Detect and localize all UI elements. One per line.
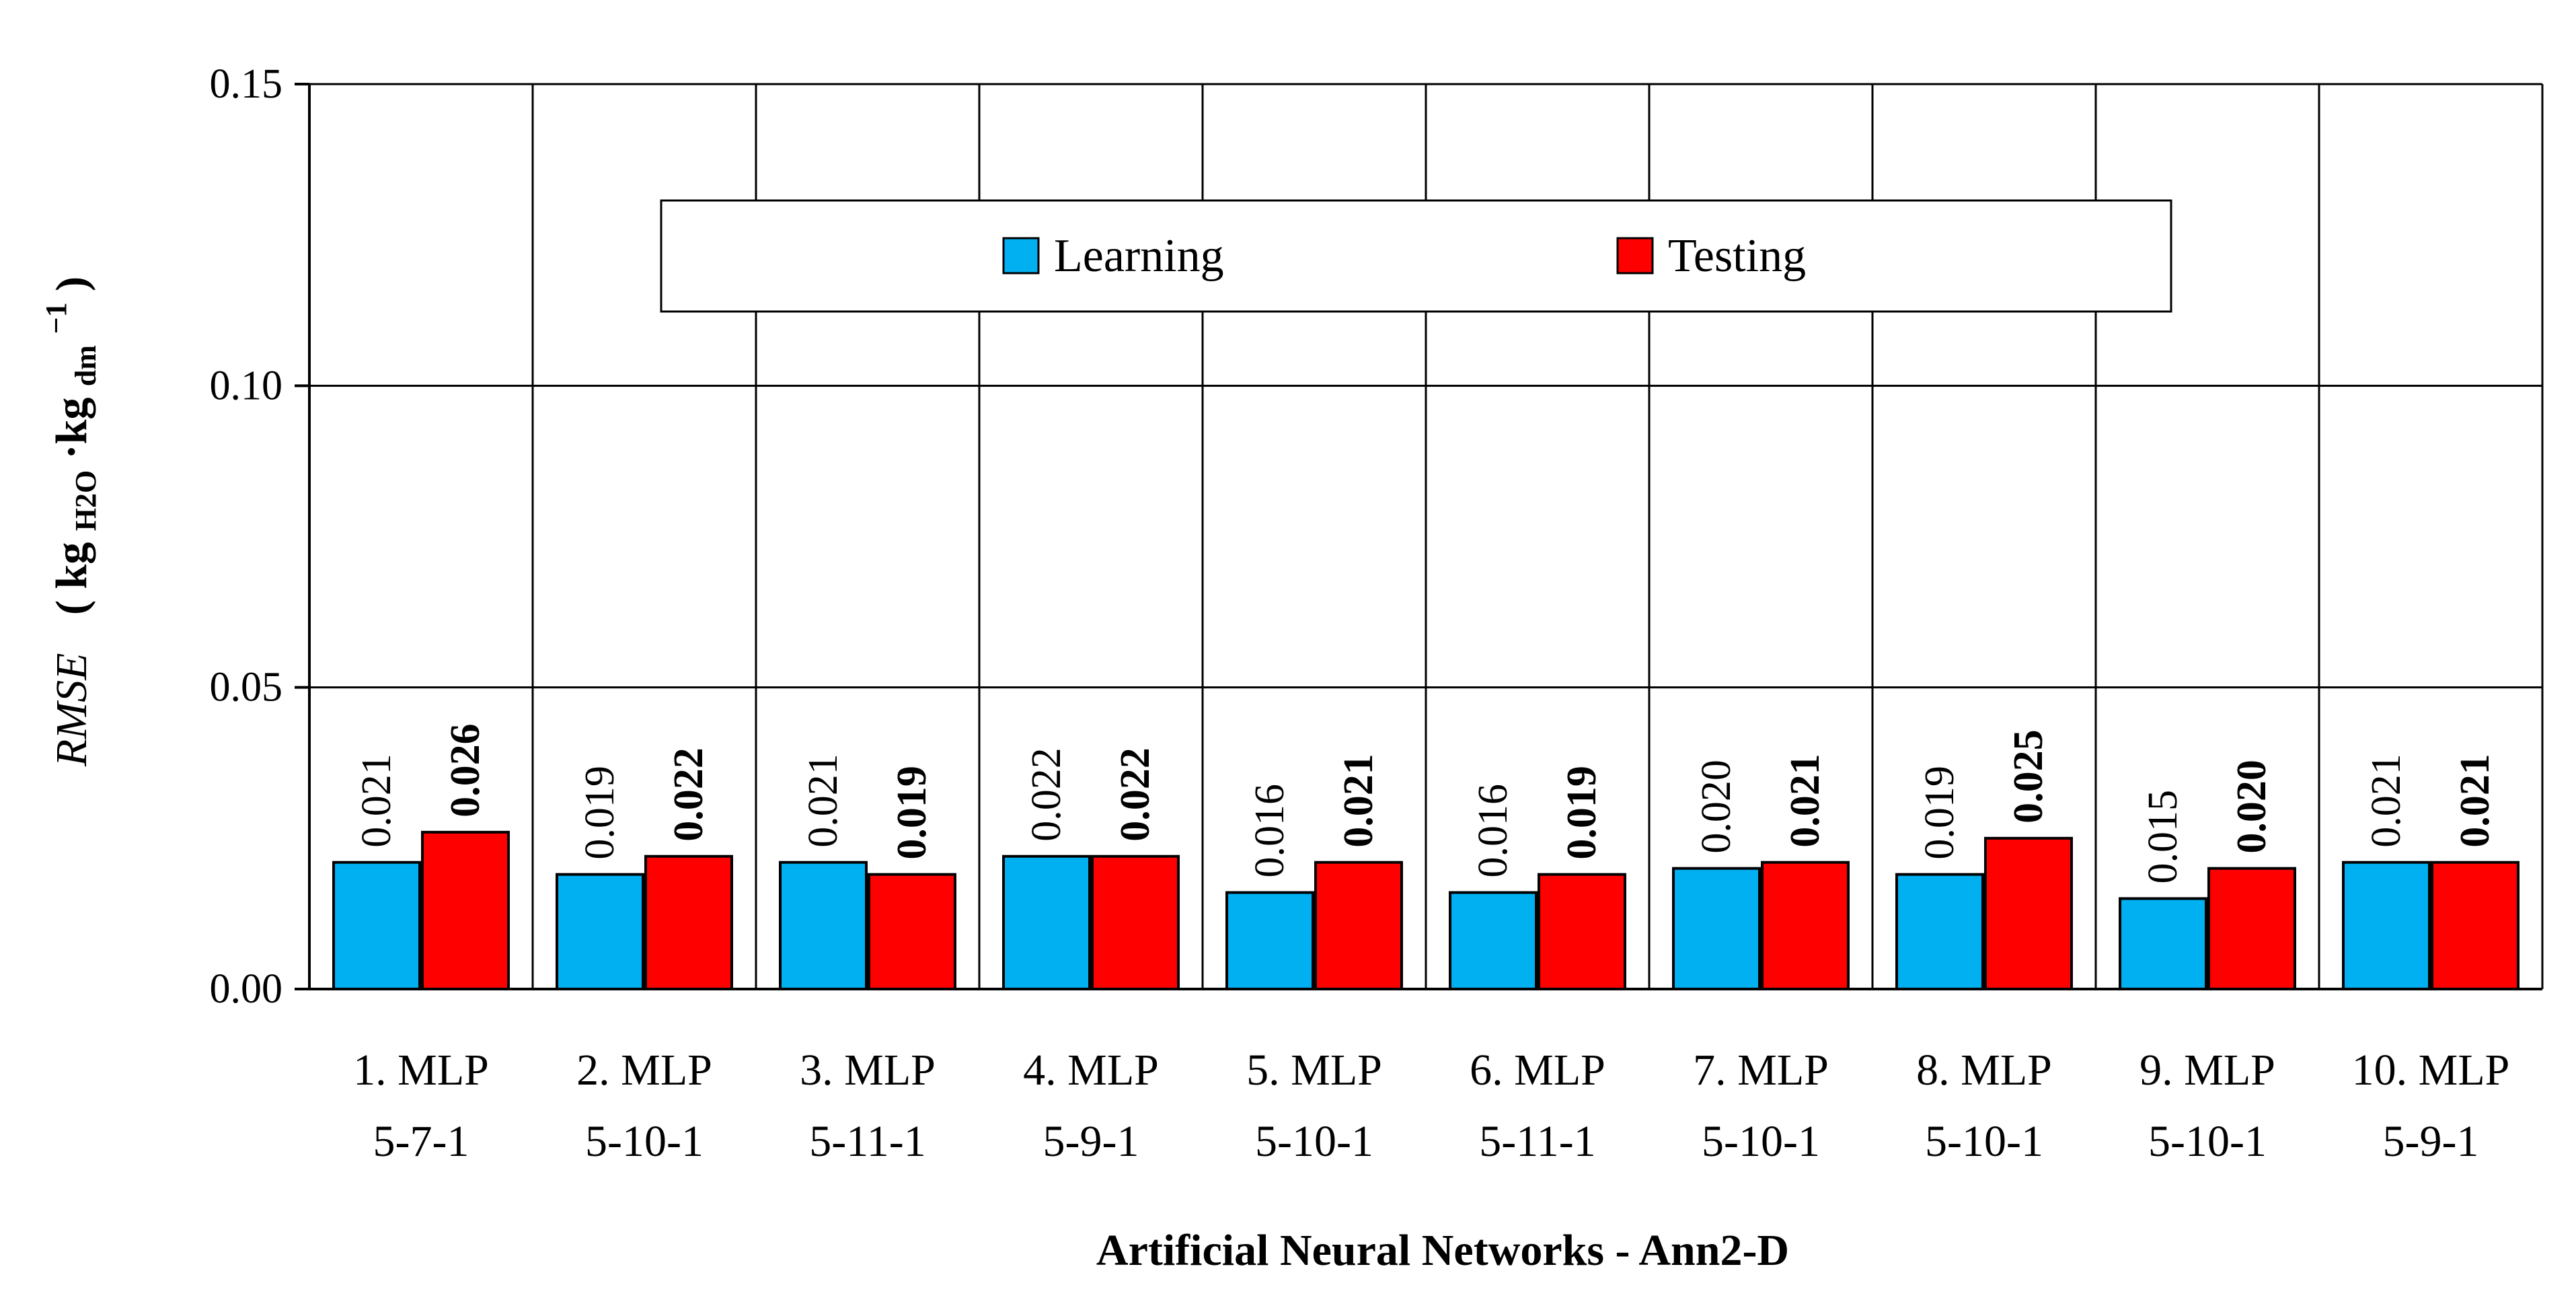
category-label-line1: 2. MLP — [576, 1046, 712, 1095]
data-label-testing: 0.021 — [1336, 754, 1381, 848]
bar-testing — [1314, 861, 1403, 990]
category-label-line2: 5-11-1 — [1479, 1117, 1596, 1166]
bar-testing — [2431, 861, 2520, 990]
x-axis-title: Artificial Neural Networks - Ann2-D — [1096, 1226, 1789, 1275]
data-label-testing: 0.019 — [889, 766, 935, 860]
data-label-learning: 0.016 — [1470, 784, 1516, 878]
legend-label-learning: Learning — [1054, 230, 1224, 282]
data-label-learning: 0.020 — [1694, 760, 1739, 854]
bar-testing — [1761, 861, 1850, 990]
y-tick-labels: 0.00 0.05 0.10 0.15 — [210, 61, 283, 1012]
category-label-line1: 6. MLP — [1470, 1046, 1605, 1095]
bar-testing — [2207, 867, 2296, 990]
bars — [332, 830, 2520, 991]
category-label-line1: 1. MLP — [353, 1046, 489, 1095]
bar-learning — [1002, 854, 1091, 990]
legend-swatch-testing — [1616, 237, 1654, 275]
category-label-line2: 5-10-1 — [1255, 1117, 1373, 1166]
category-label-line1: 10. MLP — [2352, 1046, 2510, 1095]
y-tick-label: 0.10 — [210, 363, 283, 408]
category-label-line2: 5-7-1 — [373, 1117, 469, 1166]
y-axis-title: RMSE ( kg H2O ·kg dm −1 ) — [27, 277, 106, 767]
category-labels: 1. MLP 5-7-1 2. MLP 5-10-1 3. MLP 5-11-1 4. ML… — [353, 1046, 2509, 1166]
data-label-learning: 0.021 — [800, 754, 846, 848]
category-label-line1: 7. MLP — [1693, 1046, 1829, 1095]
legend-label-testing: Testing — [1668, 230, 1806, 282]
y-tick-label: 0.05 — [210, 665, 283, 710]
bar-testing — [644, 854, 733, 990]
data-label-testing: 0.022 — [1112, 748, 1158, 842]
bar-learning — [779, 861, 868, 990]
data-label-learning: 0.019 — [577, 766, 623, 860]
data-label-testing: 0.021 — [2452, 754, 2498, 848]
bar-testing — [868, 873, 956, 990]
bar-learning — [1672, 867, 1761, 990]
bar-learning — [332, 861, 421, 990]
category-label-line2: 5-9-1 — [1043, 1117, 1139, 1166]
bar-learning — [2119, 897, 2207, 990]
category-label-line1: 5. MLP — [1246, 1046, 1382, 1095]
y-tick-label: 0.00 — [210, 966, 283, 1012]
bar-learning — [556, 873, 644, 990]
data-label-testing: 0.019 — [1559, 766, 1605, 860]
legend-box — [660, 199, 2172, 313]
bar-learning — [1449, 891, 1538, 990]
category-label-line1: 8. MLP — [1916, 1046, 2052, 1095]
data-label-learning: 0.016 — [1247, 784, 1293, 878]
bar-learning — [1225, 891, 1314, 990]
data-label-learning: 0.021 — [354, 754, 400, 848]
data-label-learning: 0.021 — [2363, 754, 2409, 848]
data-labels: 0.021 0.019 0.021 0.022 0.016 0.016 0.020 0.019… — [354, 723, 2498, 883]
category-label-line1: 4. MLP — [1023, 1046, 1159, 1095]
bar-testing — [421, 830, 510, 991]
data-label-testing: 0.025 — [2006, 729, 2051, 824]
category-label-line2: 5-11-1 — [809, 1117, 926, 1166]
data-label-testing: 0.026 — [443, 723, 488, 817]
category-label-line2: 5-10-1 — [1925, 1117, 2043, 1166]
bar-testing — [1984, 836, 2073, 991]
data-label-learning: 0.019 — [1917, 766, 1963, 860]
category-label-line2: 5-10-1 — [1702, 1117, 1820, 1166]
data-label-learning: 0.015 — [2140, 790, 2186, 884]
legend: Learning Testing — [660, 199, 2172, 313]
legend-swatch-learning — [1002, 237, 1040, 275]
y-tick-label: 0.15 — [210, 61, 283, 107]
category-label-line1: 3. MLP — [800, 1046, 936, 1095]
category-label-line2: 5-9-1 — [2383, 1117, 2479, 1166]
svg-text:RMSE ( kg H2O: RMSE ( kg H2O ·kg dm −1 ) — [27, 277, 106, 767]
data-label-testing: 0.021 — [1782, 754, 1828, 848]
bar-testing — [1091, 854, 1180, 990]
data-label-testing: 0.020 — [2229, 760, 2275, 854]
bar-learning — [1895, 873, 1984, 990]
data-label-learning: 0.022 — [1024, 748, 1069, 842]
bar-testing — [1538, 873, 1626, 990]
category-label-line2: 5-10-1 — [2148, 1117, 2267, 1166]
category-label-line1: 9. MLP — [2139, 1046, 2275, 1095]
category-label-line2: 5-10-1 — [585, 1117, 704, 1166]
data-label-testing: 0.022 — [666, 748, 712, 842]
bar-learning — [2342, 861, 2431, 990]
